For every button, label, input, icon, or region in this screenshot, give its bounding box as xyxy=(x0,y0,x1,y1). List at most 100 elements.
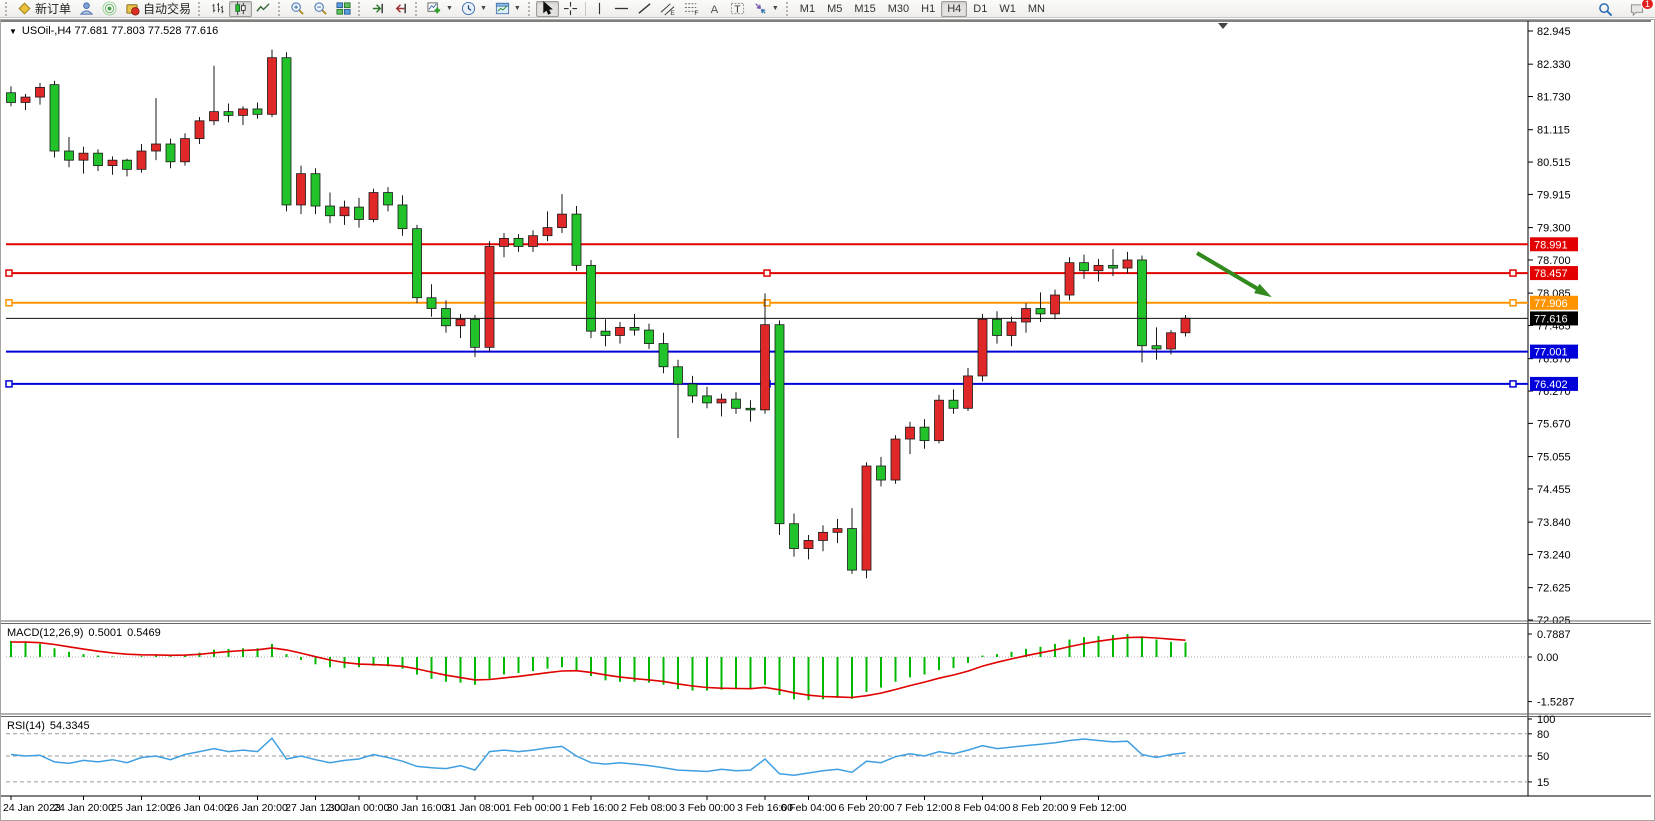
svg-text:1 Feb 00:00: 1 Feb 00:00 xyxy=(505,802,561,814)
search-icon xyxy=(1599,2,1613,16)
chart-window[interactable]: ▼ USOil-,H4 77.681 77.803 77.528 77.616 … xyxy=(0,19,1655,821)
crosshair-tool-button[interactable] xyxy=(559,1,582,17)
svg-text:15: 15 xyxy=(1537,777,1549,789)
svg-text:E: E xyxy=(670,10,675,16)
fibonacci-tool-button[interactable]: F xyxy=(680,1,704,17)
vertical-line-icon xyxy=(598,2,600,15)
toolbar-grip[interactable] xyxy=(527,1,533,16)
rsi-line xyxy=(10,737,1186,776)
chart-canvas[interactable]: 82.945 82.330 81.730 81.115 80.515 79.915 79.3… xyxy=(1,20,1654,821)
svg-text:26 Jan 04:00: 26 Jan 04:00 xyxy=(169,802,230,814)
timeframe-m15-button[interactable]: M15 xyxy=(854,2,876,15)
text-icon: A xyxy=(710,4,718,16)
timeframe-m1-button[interactable]: M1 xyxy=(799,2,816,15)
one-click-trading-toggle-icon[interactable]: ▼ xyxy=(9,26,17,36)
svg-text:8 Feb 04:00: 8 Feb 04:00 xyxy=(954,802,1010,814)
notifications-button[interactable]: 1 xyxy=(1625,0,1654,17)
horizontal-lines[interactable] xyxy=(5,243,1528,388)
timeframe-d1-button[interactable]: D1 xyxy=(973,2,988,15)
arrow-shapes-icon xyxy=(755,3,766,14)
price-axis[interactable]: 82.945 82.330 81.730 81.115 80.515 79.915 79.3… xyxy=(1528,26,1571,627)
timeframe-m5-button[interactable]: M5 xyxy=(827,2,843,15)
new-order-button[interactable]: 新订单 xyxy=(13,1,75,17)
profile-button[interactable] xyxy=(75,1,98,17)
trendline-tool-button[interactable] xyxy=(633,1,656,17)
chevron-down-icon: ▼ xyxy=(513,5,521,12)
candlestick-chart-type-button[interactable] xyxy=(229,0,253,17)
trendline-icon xyxy=(638,3,651,14)
templates-button[interactable]: ▼ xyxy=(491,1,525,17)
cursor-tool-button[interactable] xyxy=(535,0,559,17)
toolbar-grip[interactable] xyxy=(785,1,791,16)
signal-icon xyxy=(102,1,117,16)
timeframe-m30-button[interactable]: M30 xyxy=(887,2,910,15)
svg-text:27 Jan 12:00: 27 Jan 12:00 xyxy=(285,802,346,814)
svg-text:25 Jan 12:00: 25 Jan 12:00 xyxy=(111,802,172,814)
svg-text:26 Jan 20:00: 26 Jan 20:00 xyxy=(227,802,288,814)
svg-text:3 Feb 00:00: 3 Feb 00:00 xyxy=(679,802,735,814)
equidistant-channel-tool-button[interactable]: E xyxy=(656,1,680,17)
timeframes-menu-button[interactable]: ▼ xyxy=(457,1,491,17)
profile-icon xyxy=(79,2,94,15)
indicators-button[interactable]: ▼ xyxy=(423,1,457,17)
svg-text:80: 80 xyxy=(1537,729,1549,741)
text-label-tool-button[interactable]: T xyxy=(726,1,749,17)
timeframe-h4-button[interactable]: H4 xyxy=(941,0,968,17)
line-chart-type-button[interactable] xyxy=(252,1,275,17)
vertical-line-tool-button[interactable] xyxy=(589,1,610,17)
toolbar-grip[interactable] xyxy=(415,1,420,16)
macd-signal-line xyxy=(10,636,1186,699)
auto-scroll-icon xyxy=(372,3,383,14)
clock-icon xyxy=(461,1,476,16)
template-icon xyxy=(495,2,509,15)
horizontal-line-tool-button[interactable] xyxy=(610,1,633,17)
timeframe-h1-button[interactable]: H1 xyxy=(921,2,936,15)
svg-text:77.616: 77.616 xyxy=(1534,313,1568,325)
zoom-out-button[interactable] xyxy=(309,1,332,17)
cursor-arrow-icon xyxy=(543,1,553,15)
line-chart-icon xyxy=(256,3,270,12)
text-tool-button[interactable]: A xyxy=(704,1,726,17)
arrows-tool-button[interactable]: ▼ xyxy=(749,1,783,17)
svg-text:F: F xyxy=(694,10,698,16)
channel-icon: E xyxy=(660,3,675,16)
toolbar-grip[interactable] xyxy=(198,1,203,16)
chart-shift-icon xyxy=(395,3,406,14)
toolbar-grip[interactable] xyxy=(5,1,10,16)
svg-text:2 Feb 08:00: 2 Feb 08:00 xyxy=(621,802,677,814)
svg-text:79.300: 79.300 xyxy=(1537,223,1571,235)
tile-windows-button[interactable] xyxy=(332,1,355,17)
timeframe-mn-button[interactable]: MN xyxy=(1027,2,1045,15)
svg-text:72.625: 72.625 xyxy=(1537,583,1571,595)
trend-arrow-annotation[interactable] xyxy=(1195,251,1272,298)
macd-indicator-label: MACD(12,26,9) 0.5001 0.5469 xyxy=(7,627,161,639)
chevron-down-icon: ▼ xyxy=(479,5,487,12)
search-button[interactable] xyxy=(1594,1,1617,17)
signals-button[interactable] xyxy=(98,1,121,17)
timeframe-w1-button[interactable]: W1 xyxy=(999,2,1016,15)
toolbar-grip[interactable] xyxy=(358,1,363,16)
svg-text:1 Feb 16:00: 1 Feb 16:00 xyxy=(563,802,619,814)
svg-text:77.001: 77.001 xyxy=(1534,347,1568,359)
svg-text:73.240: 73.240 xyxy=(1537,549,1571,561)
chart-shift-marker-icon xyxy=(1218,23,1228,29)
bar-chart-type-button[interactable] xyxy=(206,1,229,17)
candlestick-icon xyxy=(235,1,246,16)
svg-text:6 Feb 04:00: 6 Feb 04:00 xyxy=(780,802,836,814)
svg-text:81.730: 81.730 xyxy=(1537,92,1571,104)
svg-text:24 Jan 20:00: 24 Jan 20:00 xyxy=(53,802,114,814)
svg-text:78.991: 78.991 xyxy=(1534,239,1568,251)
notification-badge: 1 xyxy=(1640,0,1654,10)
svg-text:30 Jan 16:00: 30 Jan 16:00 xyxy=(387,802,448,814)
toolbar-grip[interactable] xyxy=(278,1,283,16)
bar-chart-icon xyxy=(212,2,224,14)
svg-text:31 Jan 08:00: 31 Jan 08:00 xyxy=(445,802,506,814)
chart-shift-button[interactable] xyxy=(389,1,412,17)
auto-scroll-button[interactable] xyxy=(366,1,389,17)
chart-symbol-ohlc-title: USOil-,H4 77.681 77.803 77.528 77.616 xyxy=(21,25,219,37)
auto-trading-button[interactable]: 自动交易 xyxy=(121,1,195,17)
zoom-in-button[interactable] xyxy=(286,1,309,17)
horizontal-line-icon xyxy=(614,7,628,10)
